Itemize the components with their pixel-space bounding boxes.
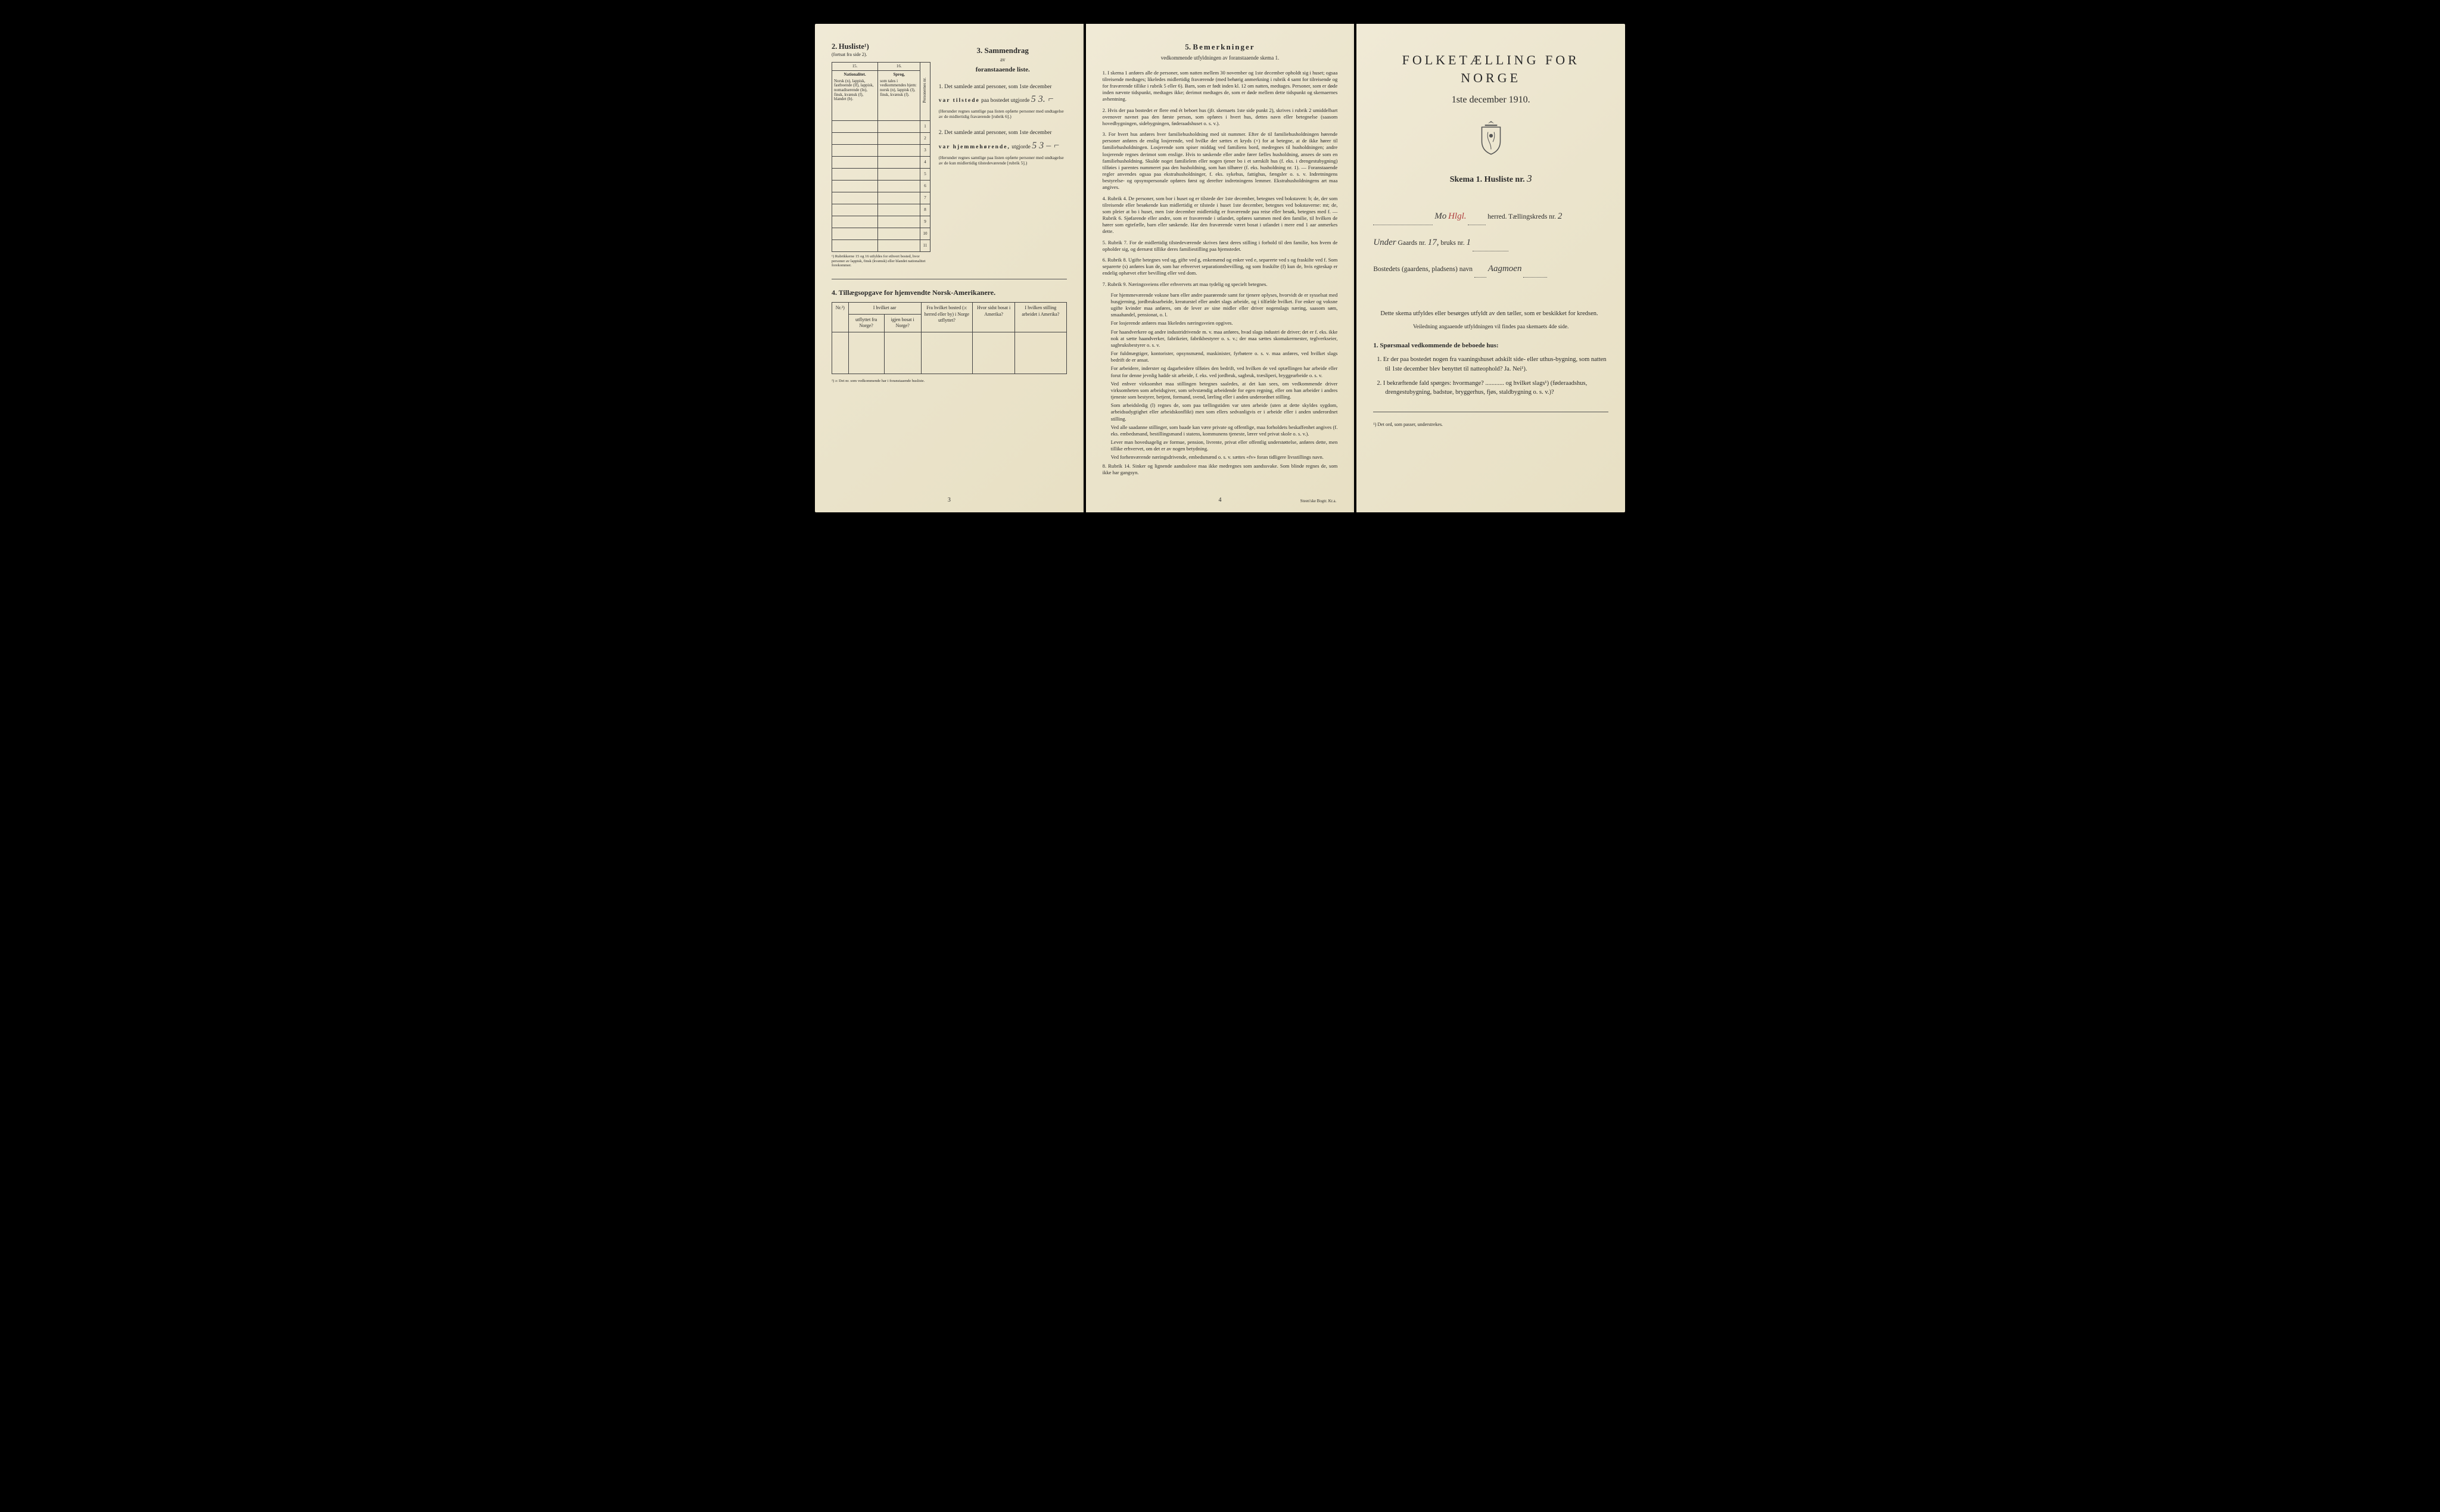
samm-sub1: av [939, 56, 1067, 63]
col-rownum: Personernes nr. [922, 77, 928, 103]
col-16-head: Sprog, som tales i vedkommendes hjem: no… [878, 71, 920, 121]
samm-item-1: 1. Det samlede antal personer, som 1ste … [939, 83, 1067, 120]
question-2: 2. I bekræftende fald spørges: hvormange… [1385, 379, 1608, 398]
remark-subpara: Lever man hovedsagelig av formue, pensio… [1111, 439, 1338, 452]
husliste-footnote: ¹) Rubrikkerne 15 og 16 utfyldes for eth… [832, 254, 930, 267]
husliste-row: 2 [832, 133, 930, 145]
remark-subpara: For hjemmeværende voksne barn eller andr… [1111, 292, 1338, 319]
document-spread: 2. Husliste¹) (fortsat fra side 2). 15. … [815, 24, 1625, 512]
bosted-line: Bostedets (gaardens, pladsens) navn Aagm… [1373, 260, 1608, 278]
remark-subpara: Ved forhenværende næringsdrivende, embed… [1111, 454, 1338, 461]
kreds-nr: 2 [1558, 211, 1563, 221]
remark-item: 8. Rubrik 14. Sinker og lignende aandssl… [1103, 463, 1338, 476]
col-15-head: Nationalitet. Norsk (n), lappisk, fastbo… [832, 71, 878, 121]
samm-value-2: 5 3 – ⌐ [1032, 141, 1060, 151]
page-right: FOLKETÆLLING FOR NORGE 1ste december 191… [1356, 24, 1625, 512]
husliste-row: 6 [832, 181, 930, 192]
remark-subpara: Ved enhver virksomhet maa stillingen bet… [1111, 381, 1338, 401]
husliste-row: 5 [832, 169, 930, 181]
mid-sub: vedkommende utfyldningen av foranstaaend… [1103, 54, 1338, 61]
samm-title: Sammendrag [985, 46, 1029, 55]
remark-item: 3. For hvert hus anføres hver familiehus… [1103, 131, 1338, 191]
skema-line: Skema 1. Husliste nr. 3 [1373, 172, 1608, 186]
s4-c2: Fra hvilket bosted (ɔ: herred eller by) … [921, 302, 973, 332]
remark-subpara: For haandverkere og andre industridriven… [1111, 329, 1338, 349]
husliste-row: 10 [832, 228, 930, 240]
husliste-row: 9 [832, 216, 930, 228]
s4-c3: Hvor sidst bosat i Amerika? [973, 302, 1015, 332]
page-middle: 5. Bemerkninger vedkommende utfyldningen… [1086, 24, 1355, 512]
coat-of-arms-icon [1373, 120, 1608, 160]
samm-value-1: 5 3. ⌐ [1031, 94, 1054, 104]
gaard-line: Under Gaards nr. 17, bruks nr. 1 [1373, 234, 1608, 251]
s4-c1b-left: utflyttet fra Norge? [848, 314, 884, 332]
instruction-small: Veiledning angaaende utfyldningen vil fi… [1373, 323, 1608, 331]
remark-item: 7. Rubrik 9. Næringsveiens eller erhverv… [1103, 281, 1338, 288]
s4-empty-row [832, 332, 1067, 374]
col-15-num: 15. [832, 62, 878, 70]
under-hw: Under [1373, 238, 1396, 247]
remark-item: 6. Rubrik 8. Ugifte betegnes ved ug, gif… [1103, 257, 1338, 277]
sect4-table: Nr.²) I hvilket aar Fra hvilket bosted (… [832, 302, 1067, 374]
herred-suffix: Hlgl. [1448, 211, 1466, 221]
bosted-name: Aagmoen [1488, 264, 1522, 273]
remark-subpara: For losjerende anføres maa likeledes nær… [1111, 320, 1338, 326]
s4-nr: Nr.²) [832, 302, 849, 332]
husliste-heading-num: 2. [832, 42, 837, 51]
main-subtitle: 1ste december 1910. [1373, 94, 1608, 107]
imprint: Steen'ske Bogtr. Kr.a. [1300, 499, 1337, 504]
remark-subpara: For fuldmægtiger, kontorister, opsynsmæn… [1111, 350, 1338, 363]
s4-c1a: I hvilket aar [848, 302, 921, 314]
s4-c4: I hvilken stilling arbeidet i Amerika? [1015, 302, 1067, 332]
remark-item: 5. Rubrik 7. For de midlertidig tilstede… [1103, 239, 1338, 253]
page-left: 2. Husliste¹) (fortsat fra side 2). 15. … [815, 24, 1084, 512]
mid-heading-num: 5. [1185, 42, 1191, 51]
remark-subpara: For arbeidere, inderster og dagarbeidere… [1111, 365, 1338, 378]
page-num-3: 3 [815, 496, 1084, 505]
question-1: 1. Er der paa bostedet nogen fra vaaning… [1385, 355, 1608, 374]
samm-sub2: foranstaaende liste. [939, 66, 1067, 74]
remark-item: 1. I skema 1 anføres alle de personer, s… [1103, 70, 1338, 103]
husliste-table: 15. 16. Personernes nr. Nationalitet. No… [832, 62, 930, 252]
husliste-heading: Husliste¹) [839, 42, 869, 51]
gaard-nr: 17, [1428, 238, 1439, 247]
husliste-row: 7 [832, 192, 930, 204]
instruction-body: Dette skema utfyldes eller besørges utfy… [1373, 310, 1608, 318]
q-heading: 1. Spørsmaal vedkommende de beboede hus: [1373, 341, 1608, 350]
right-footnote: ¹) Det ord, som passer, understrekes. [1373, 422, 1608, 428]
remarks-list: 1. I skema 1 anføres alle de personer, s… [1103, 70, 1338, 476]
sect4-heading: 4. Tillægsopgave for hjemvendte Norsk-Am… [832, 288, 1067, 297]
husliste-row: 3 [832, 145, 930, 157]
s4-c1b-right: igjen bosat i Norge? [884, 314, 921, 332]
col-16-num: 16. [878, 62, 920, 70]
sect4-footnote: ²) ɔ: Det nr. som vedkommende har i fora… [832, 379, 1067, 383]
husliste-row: 8 [832, 204, 930, 216]
husliste-section: 2. Husliste¹) (fortsat fra side 2). 15. … [832, 42, 930, 268]
husliste-sub: (fortsat fra side 2). [832, 52, 930, 58]
husliste-nr: 3 [1527, 173, 1532, 184]
samm-num: 3. [977, 46, 983, 55]
husliste-row: 4 [832, 157, 930, 169]
remark-item: 4. Rubrik 4. De personer, som bor i huse… [1103, 195, 1338, 235]
husliste-row: 11 [832, 240, 930, 252]
mid-heading: Bemerkninger [1193, 42, 1255, 51]
husliste-row: 1 [832, 121, 930, 133]
herred-name: Mo [1434, 211, 1446, 221]
remark-subpara: Som arbeidsledig (l) regnes de, som paa … [1111, 402, 1338, 422]
remark-item: 2. Hvis der paa bostedet er flere end ét… [1103, 107, 1338, 127]
bruk-nr: 1 [1466, 238, 1471, 247]
sammendrag-section: 3. Sammendrag av foranstaaende liste. 1.… [939, 42, 1067, 268]
remark-subpara: Ved alle saadanne stillinger, som baade … [1111, 424, 1338, 437]
main-title: FOLKETÆLLING FOR NORGE [1373, 51, 1608, 86]
samm-item-2: 2. Det samlede antal personer, som 1ste … [939, 129, 1067, 166]
herred-line: Mo Hlgl. herred. Tællingskreds nr. 2 [1373, 207, 1608, 225]
